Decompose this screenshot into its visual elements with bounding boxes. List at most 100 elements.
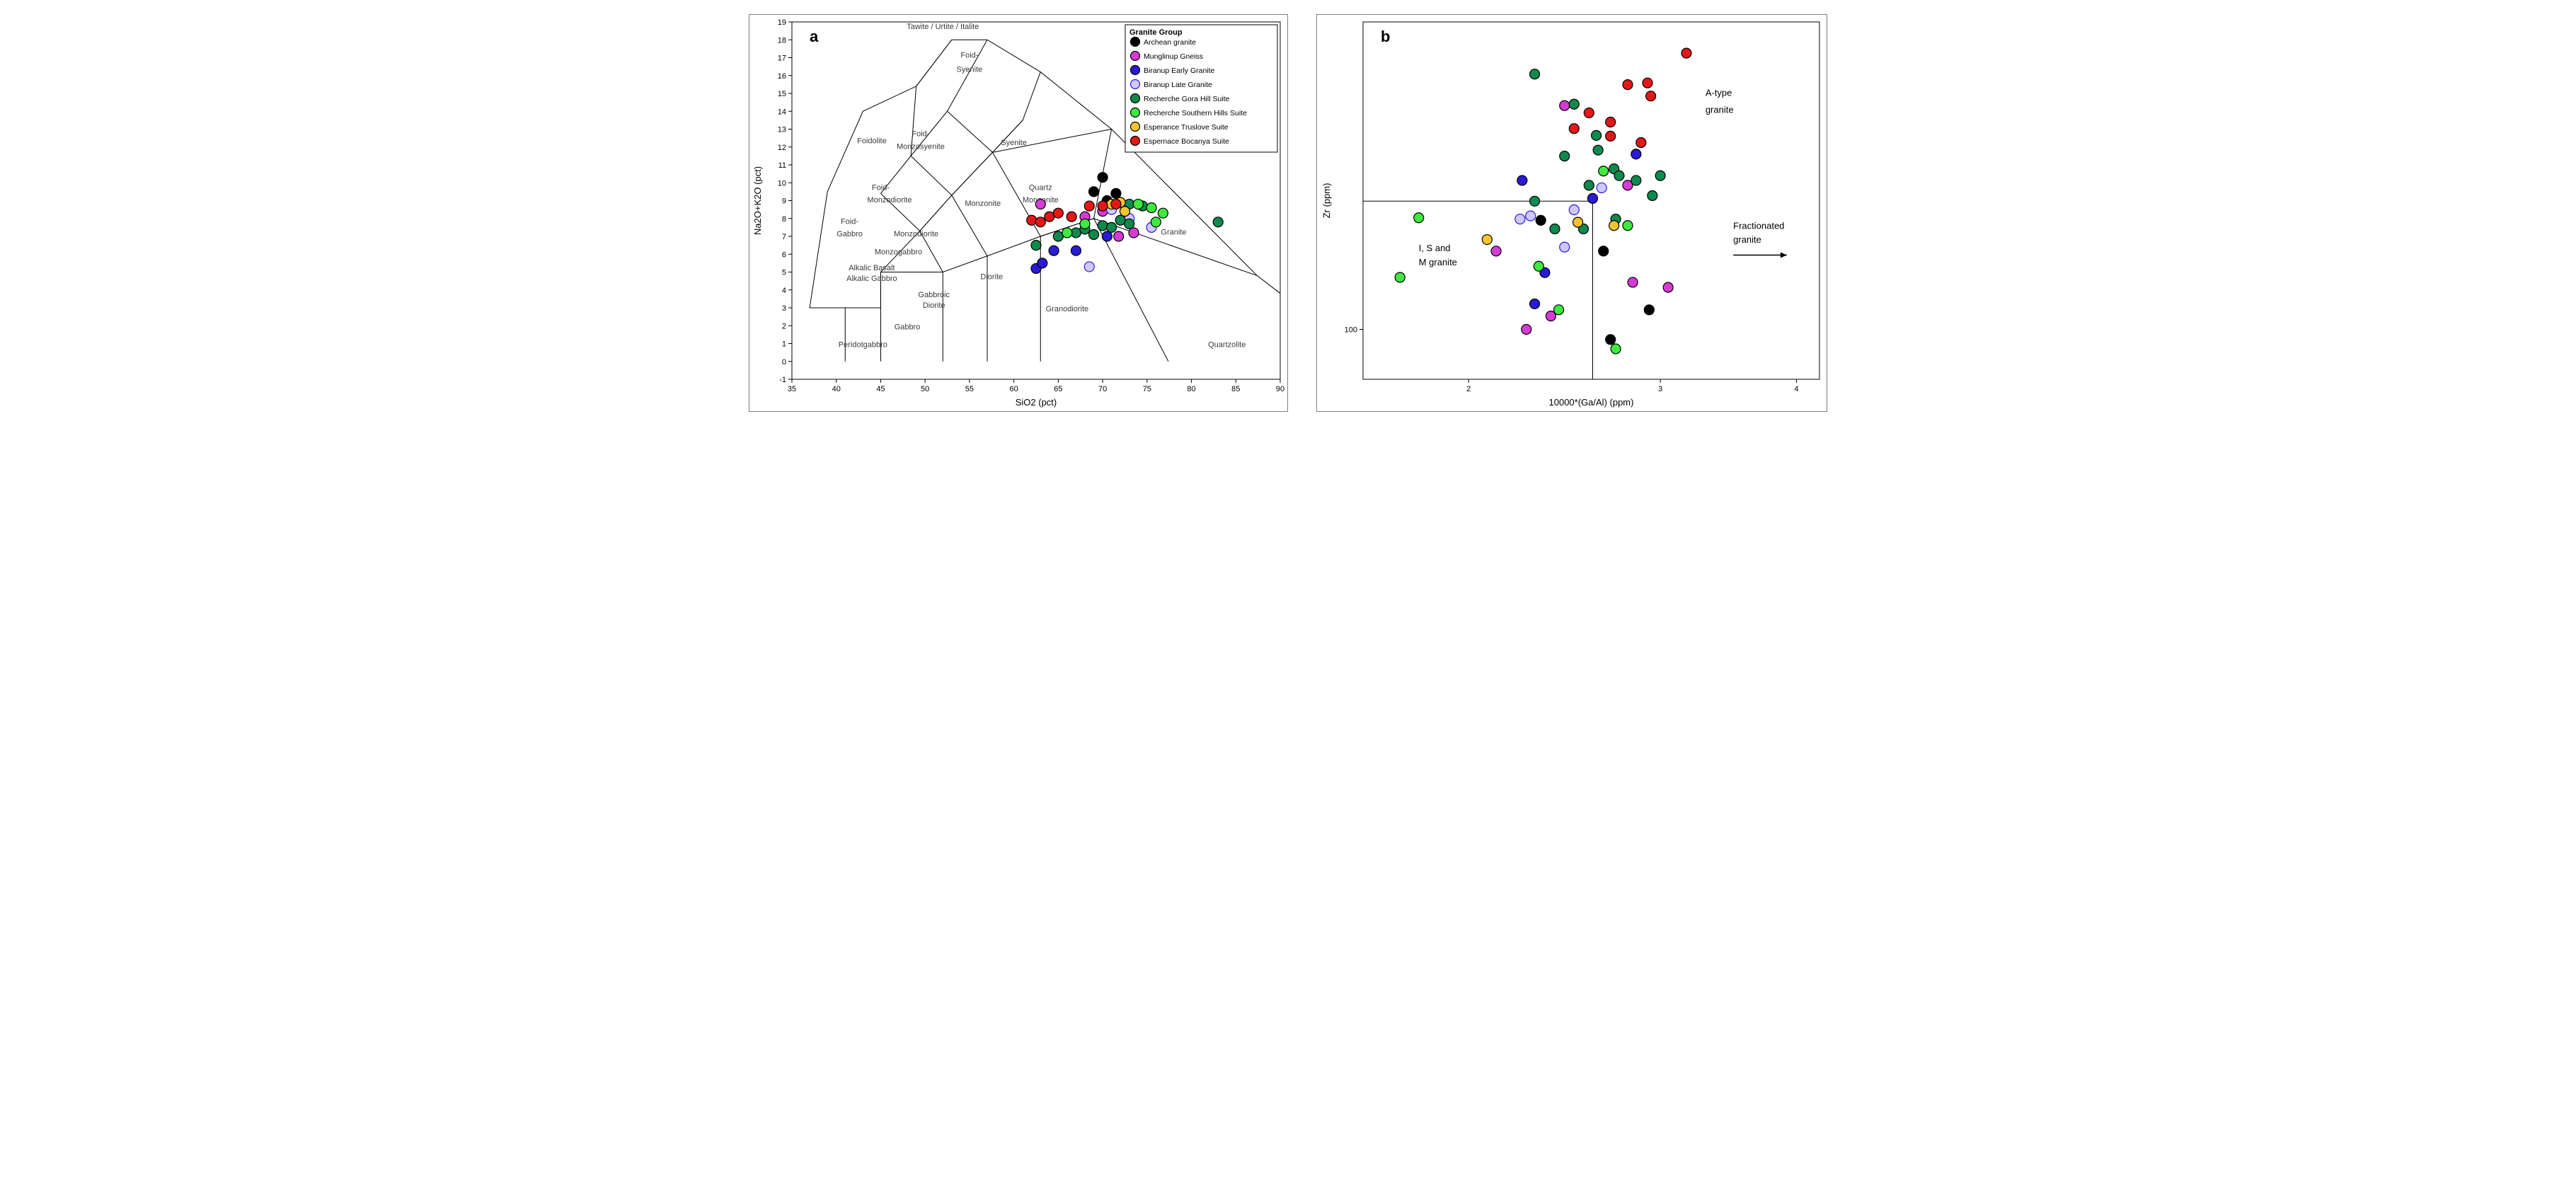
data-point: [1084, 262, 1094, 272]
x-tick-label: 50: [921, 385, 929, 393]
data-point: [1098, 221, 1108, 231]
panel-a-svg: 354045505560657075808590-101234567891011…: [749, 15, 1287, 411]
x-tick-label: 85: [1231, 385, 1240, 393]
data-point: [1534, 261, 1543, 271]
data-point: [1084, 201, 1094, 211]
legend-marker: [1131, 80, 1140, 89]
field-label: Quartzolite: [1208, 341, 1246, 350]
y-tick-label: 14: [778, 108, 786, 116]
data-point: [1053, 231, 1063, 241]
data-point: [1146, 203, 1156, 213]
legend-marker: [1131, 122, 1140, 132]
annotation-text: Fractionated: [1733, 221, 1784, 231]
data-point: [1111, 200, 1121, 209]
y-tick-label: 1: [782, 340, 786, 349]
data-point: [1482, 235, 1492, 245]
field-label: Foid-: [841, 217, 858, 226]
field-label: Alkalic Basalt: [849, 264, 895, 272]
data-point: [1599, 246, 1609, 256]
data-point: [1606, 131, 1616, 141]
data-point: [1526, 211, 1536, 221]
y-tick-label: 12: [778, 144, 786, 152]
field-label: Monzosyenite: [897, 142, 945, 151]
data-point: [1062, 228, 1072, 238]
data-point: [1643, 78, 1652, 88]
data-point: [1120, 207, 1129, 217]
y-tick-label: 10: [778, 179, 786, 188]
data-point: [1609, 221, 1619, 231]
data-point: [1089, 187, 1099, 197]
data-point: [1593, 145, 1603, 155]
legend-item-label: Biranup Late Granite: [1144, 81, 1212, 89]
field-boundary: [920, 120, 1023, 231]
data-point: [1636, 137, 1646, 147]
data-point: [1631, 149, 1641, 159]
x-axis-label: SiO2 (pct): [1016, 397, 1057, 408]
data-point: [1037, 258, 1047, 268]
x-tick-label: 45: [876, 385, 885, 393]
data-point: [1644, 305, 1654, 315]
x-tick-label: 3: [1658, 385, 1662, 393]
data-point: [1071, 246, 1081, 255]
field-label: Quartz: [1029, 183, 1052, 192]
field-boundary: [948, 111, 993, 362]
data-point: [1515, 214, 1525, 224]
field-label: Foid-: [912, 130, 929, 139]
data-point: [1623, 221, 1633, 231]
data-point: [1599, 166, 1609, 176]
field-label: Syenite: [1001, 139, 1027, 147]
field-boundary: [911, 40, 952, 156]
data-point: [1115, 215, 1125, 225]
arrow-head: [1781, 253, 1787, 258]
x-tick-label: 40: [832, 385, 841, 393]
field-boundary: [1094, 219, 1258, 276]
data-point: [1631, 175, 1641, 185]
panel-b-zr-ga-al-diagram: 23410010000*(Ga/Al) (ppm)Zr (ppm)A-typeg…: [1316, 14, 1827, 412]
y-axis-label: Zr (ppm): [1321, 183, 1332, 219]
x-tick-label: 55: [965, 385, 974, 393]
data-point: [1049, 246, 1059, 255]
data-point: [1569, 99, 1579, 109]
y-tick-label: 6: [782, 250, 786, 259]
data-point: [1550, 224, 1560, 234]
data-point: [1066, 212, 1076, 221]
data-point: [1125, 219, 1134, 229]
data-point: [1623, 80, 1633, 90]
data-point: [1648, 191, 1657, 201]
data-point: [1031, 241, 1041, 250]
data-point: [1569, 205, 1579, 215]
data-point: [1536, 215, 1546, 225]
data-point: [1606, 117, 1616, 127]
y-tick-label: 19: [778, 18, 786, 27]
field-label: Gabbro: [895, 323, 921, 331]
data-point: [1614, 171, 1624, 180]
data-point: [1646, 91, 1656, 101]
data-point: [1027, 215, 1037, 225]
y-tick-label: 11: [778, 161, 786, 170]
data-point: [1681, 48, 1691, 58]
data-point: [1584, 180, 1594, 190]
field-label: Alkalic Gabbro: [846, 275, 897, 283]
y-tick-label: 5: [782, 269, 786, 277]
data-point: [1395, 272, 1405, 282]
legend-marker: [1131, 66, 1140, 75]
panel-letter: b: [1381, 28, 1390, 45]
data-point: [1491, 246, 1501, 256]
y-tick-label: 16: [778, 72, 786, 81]
legend-marker: [1131, 52, 1140, 61]
legend-item-label: Biranup Early Granite: [1144, 67, 1215, 75]
panel-b-svg: 23410010000*(Ga/Al) (ppm)Zr (ppm)A-typeg…: [1317, 15, 1827, 411]
legend-item-label: Espernace Bocanya Suite: [1144, 137, 1229, 146]
x-tick-label: 60: [1010, 385, 1018, 393]
data-point: [1098, 173, 1108, 183]
y-tick-label: 0: [782, 358, 786, 367]
data-point: [1530, 196, 1540, 206]
y-tick-label: 2: [782, 322, 786, 330]
annotation-text: M granite: [1419, 257, 1457, 267]
field-label: Monzodiorite: [868, 196, 912, 204]
field-label: Diorite: [980, 273, 1003, 282]
y-tick-label: 3: [782, 304, 786, 313]
data-point: [1111, 188, 1121, 198]
legend-marker: [1131, 38, 1140, 47]
data-point: [1133, 200, 1143, 209]
